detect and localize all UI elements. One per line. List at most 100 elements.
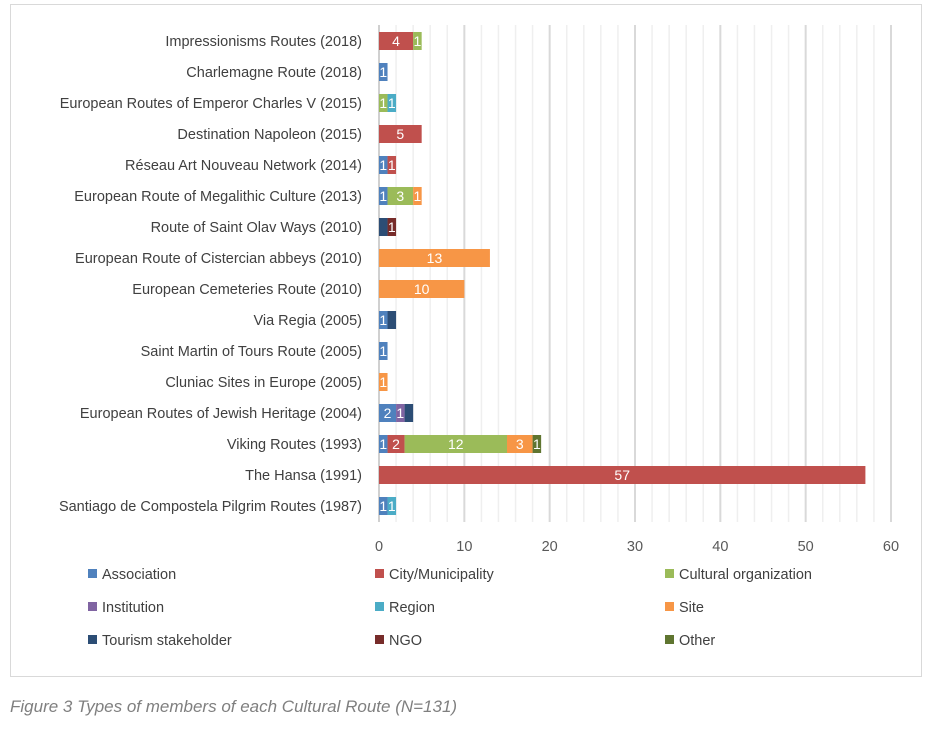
data-label: 57 [614,467,630,483]
category-label: Réseau Art Nouveau Network (2014) [125,158,362,174]
x-tick-label: 20 [542,539,558,555]
data-label: 1 [414,33,422,49]
category-label: Impressionisms Routes (2018) [165,34,362,50]
bar-segment [404,435,507,453]
bar-segment [379,187,388,205]
data-label: 2 [384,405,392,421]
data-label: 1 [379,343,387,359]
legend-label: Institution [102,600,164,616]
bar-segment [387,497,397,515]
legend-label: Site [679,600,704,616]
category-label: Cluniac Sites in Europe (2005) [165,375,362,391]
data-label: 1 [533,436,541,452]
bar-segment [379,63,388,81]
category-label: Viking Routes (1993) [227,437,362,453]
bar-segment [379,249,490,267]
legend-swatch [665,602,674,611]
category-label: Santiago de Compostela Pilgrim Routes (1… [59,499,362,515]
data-label: 1 [379,498,387,514]
bar-segment [379,497,388,515]
x-tick-label: 60 [883,539,899,555]
data-label: 1 [379,312,387,328]
category-label: European Routes of Emperor Charles V (20… [60,96,362,112]
data-label: 1 [388,498,396,514]
legend-label: Cultural organization [679,567,812,583]
bar-segment [379,280,465,298]
x-tick-label: 50 [798,539,814,555]
data-label: 1 [379,95,387,111]
legend-swatch [88,602,97,611]
bar-segment [379,435,388,453]
bar-segment [387,156,397,174]
legend-swatch [375,635,384,644]
category-label: Via Regia (2005) [253,313,362,329]
data-label: 13 [427,250,443,266]
chart-frame: 0 10 20 30 40 50 60 Impressionisms Routes (2018… [10,4,922,677]
category-label: European Routes of Jewish Heritage (2004… [80,406,362,422]
bar-segment [379,404,397,422]
bar-segment [379,218,388,236]
data-label: 1 [396,405,404,421]
legend-label: Other [679,633,715,649]
bar-segment [379,311,388,329]
bar-segment [413,187,422,205]
data-label: 5 [396,126,404,142]
bar-segment [396,404,405,422]
legend-label: Region [389,600,435,616]
bar-segment [532,435,542,453]
bar-segment [379,373,388,391]
data-label: 1 [414,188,422,204]
data-label: 1 [388,95,396,111]
legend-label: Association [102,567,176,583]
data-label: 1 [388,219,396,235]
category-label: European Cemeteries Route (2010) [132,282,362,298]
x-tick-label: 10 [456,539,472,555]
data-label: 1 [379,157,387,173]
category-label: European Route of Cistercian abbeys (201… [75,251,362,267]
data-label: 1 [379,64,387,80]
category-label: Charlemagne Route (2018) [186,65,362,81]
category-label: European Route of Megalithic Culture (20… [74,189,362,205]
data-label: 1 [388,157,396,173]
data-label: 1 [379,374,387,390]
legend-label: Tourism stakeholder [102,633,232,649]
bar-segment [507,435,533,453]
legend-swatch [88,635,97,644]
legend-swatch [665,635,674,644]
data-label: 1 [379,436,387,452]
category-label: Route of Saint Olav Ways (2010) [151,220,362,236]
x-tick-label: 40 [712,539,728,555]
legend-label: City/Municipality [389,567,494,583]
bar-segment [379,94,388,112]
bar-segment [379,156,388,174]
figure-caption: Figure 3 Types of members of each Cultur… [10,697,458,716]
bar-segment [387,311,397,329]
bar-segment [387,435,405,453]
category-label: The Hansa (1991) [245,468,362,484]
category-label: Saint Martin of Tours Route (2005) [141,344,362,360]
legend-swatch [375,569,384,578]
data-label: 1 [379,188,387,204]
data-label: 10 [414,281,430,297]
data-label: 2 [392,436,400,452]
bar-segment [387,94,397,112]
legend-swatch [88,569,97,578]
stacked-bar-chart: 0 10 20 30 40 50 60 Impressionisms Routes (2018… [59,25,899,649]
x-tick-label: 30 [627,539,643,555]
bar-segment [387,187,414,205]
bar-segment [379,466,866,484]
bar-segment [404,404,414,422]
legend-swatch [375,602,384,611]
data-label: 12 [448,436,464,452]
bar-segment [379,125,422,143]
category-label: Destination Napoleon (2015) [177,127,362,143]
bar-segment [379,32,414,50]
data-label: 3 [516,436,524,452]
bar-segment [379,342,388,360]
bar-segment [387,218,397,236]
x-tick-label: 0 [375,539,383,555]
legend-swatch [665,569,674,578]
data-label: 3 [396,188,404,204]
legend-label: NGO [389,633,422,649]
bar-segment [413,32,422,50]
